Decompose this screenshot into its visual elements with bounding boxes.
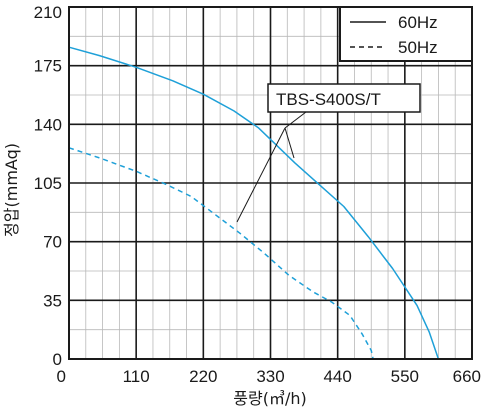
y-tick-label: 35 [43, 291, 62, 310]
x-tick-label: 660 [453, 367, 481, 386]
series-curve-1 [68, 147, 374, 360]
callout-label: TBS-S400S/T [276, 90, 381, 109]
x-tick-label: 550 [391, 367, 419, 386]
x-tick-label: 0 [57, 367, 66, 386]
y-tick-label: 0 [53, 350, 62, 369]
x-tick-label: 110 [123, 367, 150, 386]
x-axis-title: 풍량(㎥/h) [233, 389, 306, 408]
curves [68, 46, 440, 360]
legend-label-50hz: 50Hz [398, 38, 438, 57]
x-tick-label: 330 [256, 367, 284, 386]
y-axis-title: 정압(mmAq) [2, 143, 21, 237]
y-tick-label: 70 [43, 233, 62, 252]
model-callout: TBS-S400S/T [236, 83, 421, 223]
y-tick-label: 175 [34, 57, 62, 76]
y-tick-label: 105 [34, 174, 62, 193]
y-tick-label: 210 [34, 3, 62, 22]
legend-label-60hz: 60Hz [398, 13, 438, 32]
callout-leader [284, 111, 307, 129]
callout-pointer-50hz [236, 127, 286, 223]
callout-pointer-60hz [284, 127, 295, 159]
series-curve-0 [68, 46, 440, 360]
legend: 60Hz 50Hz [339, 6, 473, 62]
ticks: 0 110 220 330 440 550 660 0 35 70 105 140 175 210 [34, 3, 481, 386]
x-tick-label: 220 [189, 367, 217, 386]
x-tick-label: 440 [323, 367, 351, 386]
plot-border [68, 6, 473, 360]
callout-box [267, 83, 421, 113]
y-tick-label: 140 [34, 115, 62, 134]
legend-box [339, 6, 473, 62]
